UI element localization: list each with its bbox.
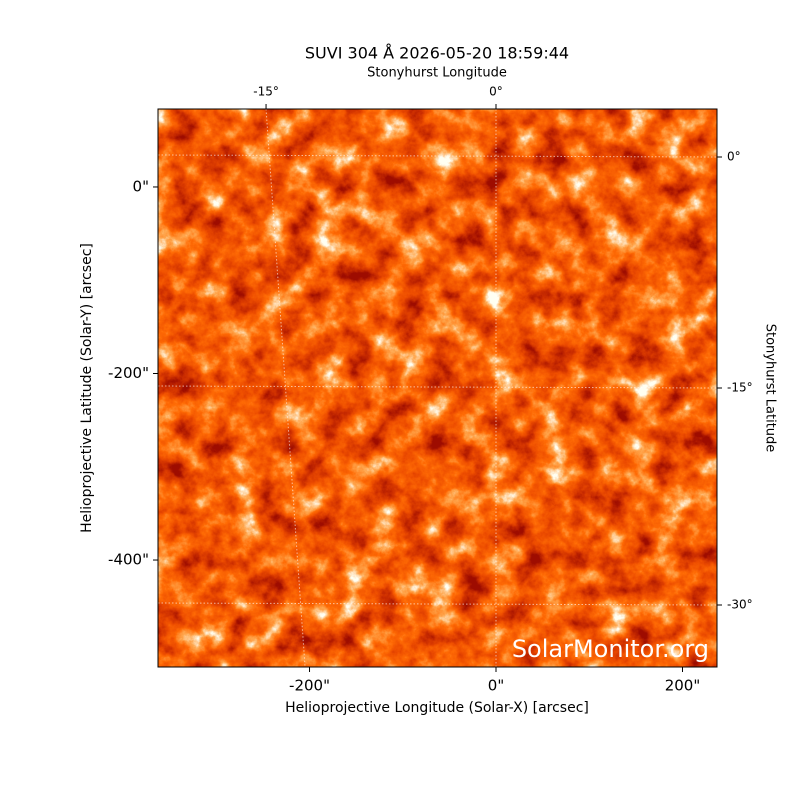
grid-line <box>158 154 717 158</box>
top-tick-label: -15° <box>253 85 279 99</box>
top-axis-label: Stonyhurst Longitude <box>367 66 507 81</box>
right-tick-label: 0° <box>727 150 741 164</box>
watermark: SolarMonitor.org <box>512 635 709 663</box>
grid-line <box>265 109 306 667</box>
top-tick-label: 0° <box>489 85 503 99</box>
y-tick-label: -400" <box>108 551 149 569</box>
chart-title: SUVI 304 Å 2026-05-20 18:59:44 <box>305 44 569 63</box>
grid-line <box>158 602 717 606</box>
right-axis-label: Stonyhurst Latitude <box>763 324 778 453</box>
y-tick-label: 0" <box>133 177 149 195</box>
x-tick-label: 0" <box>488 677 504 695</box>
x-tick-label: -200" <box>289 677 330 695</box>
right-tick-label: -30° <box>727 598 753 612</box>
x-axis-label: Helioprojective Longitude (Solar-X) [arc… <box>285 700 589 716</box>
y-tick-label: -200" <box>108 364 149 382</box>
right-tick-label: -15° <box>727 381 753 395</box>
grid-line <box>158 385 717 389</box>
x-tick-label: 200" <box>665 677 701 695</box>
solar-image <box>158 109 717 667</box>
y-axis-label: Helioprojective Latitude (Solar-Y) [arcs… <box>79 243 95 533</box>
